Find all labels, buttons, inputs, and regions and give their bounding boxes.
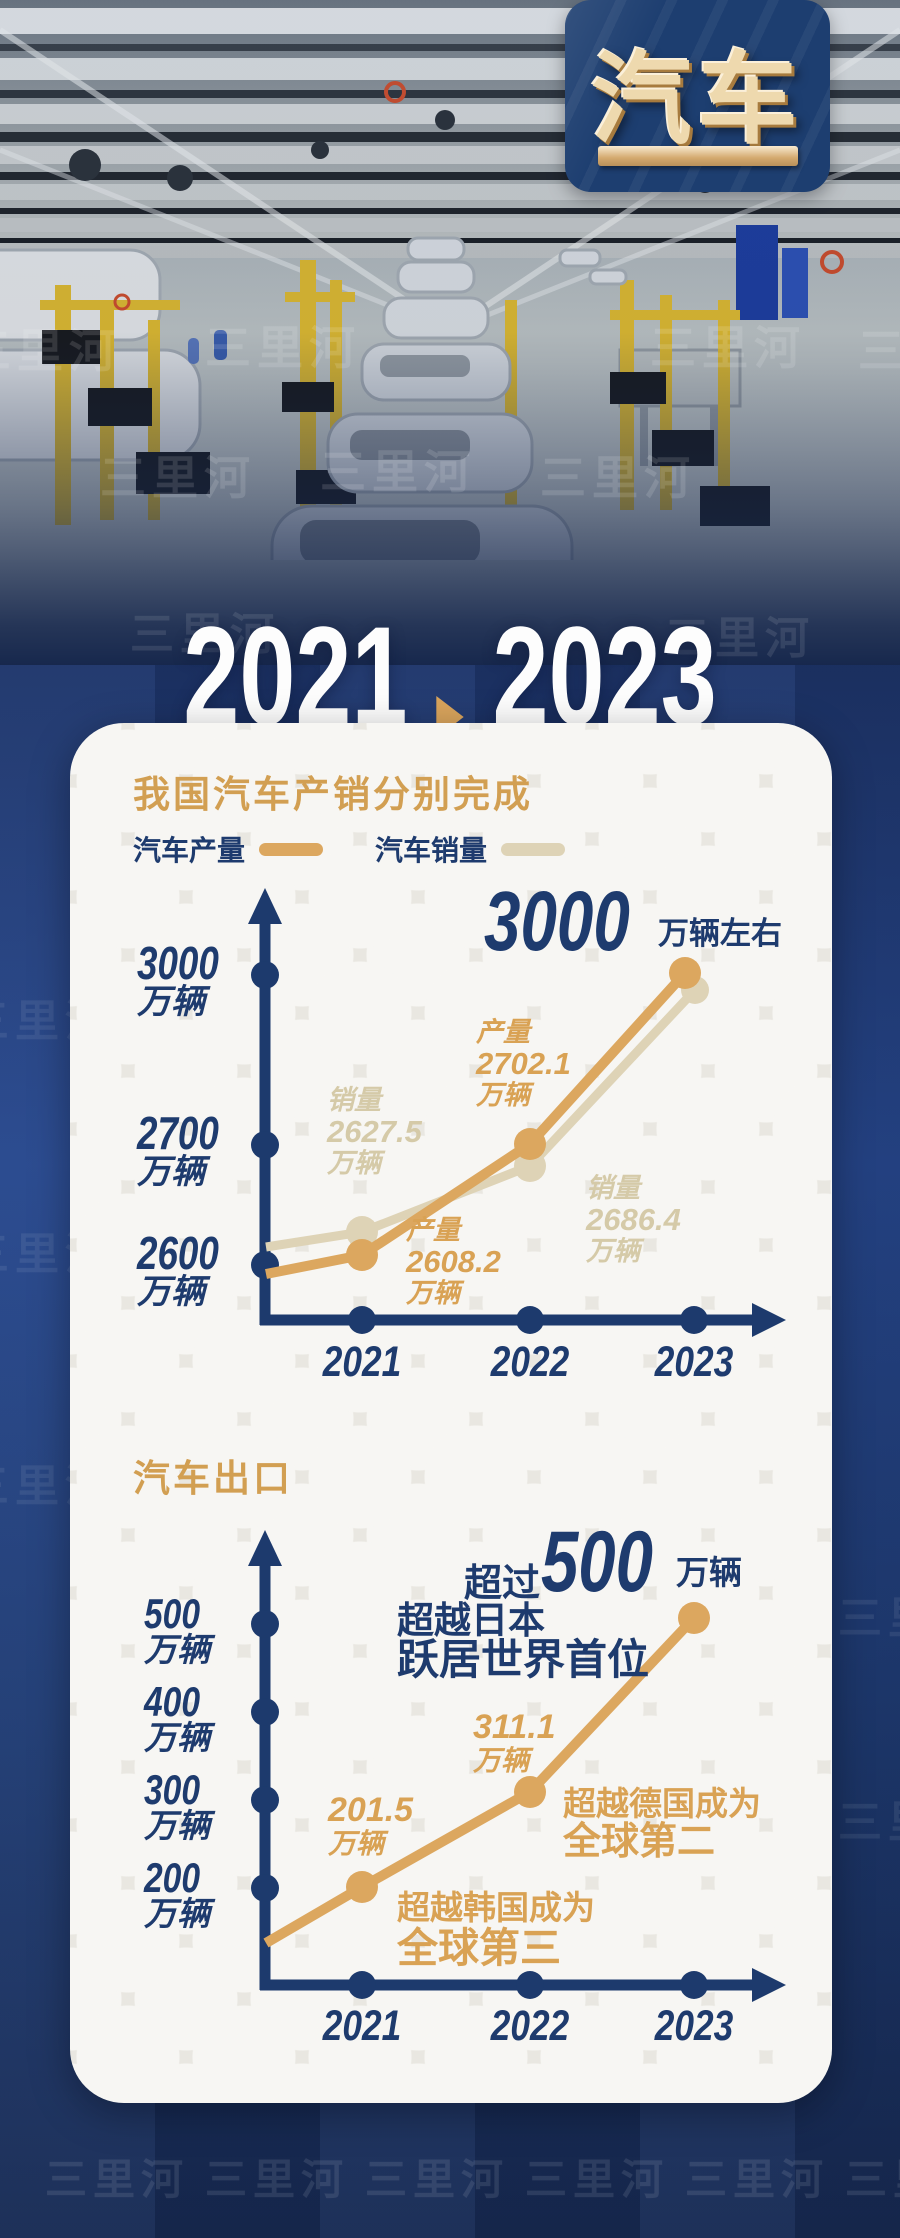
note-line2: 全球第三 [397,1925,561,1972]
watermark: 三里河 [858,325,900,377]
chart1-xtick-2022: 2022 [490,1338,570,1386]
chart2-xtick-2023: 2023 [654,2002,734,2050]
watermark: 三里河 [838,1594,900,1643]
ytick-value: 3000 [137,937,219,989]
note-line2: 全球第二 [563,1821,716,1864]
annotation-unit: 万辆 [473,1744,530,1776]
annotation-prod-2022: 产量 2702.1 万辆 [476,1017,571,1110]
chart1-ytick-2600: 2600 万辆 [137,1227,239,1311]
annotation-sales-2022: 销量 2686.4 万辆 [586,1173,681,1266]
ytick-unit: 万辆 [137,982,205,1021]
title-badge: 汽车 [565,0,830,192]
chart1-xtick-2021: 2021 [322,1338,402,1386]
ytick-unit: 万辆 [144,1718,210,1756]
chart2-title: 汽车出口 [133,1458,293,1499]
highlight-value: 3000 [484,874,630,968]
year-end: 2023 [492,597,717,754]
ytick-value: 2600 [137,1227,219,1279]
chart2-ytick-300: 300 万辆 [144,1766,214,1844]
watermark: 三里河 [650,322,806,374]
chart1-ytick-3000: 3000 万辆 [137,937,239,1021]
year-start: 2021 [183,597,408,754]
chart1-xtick-2023: 2023 [654,1338,734,1386]
annotation-prod-2021: 产量 2608.2 万辆 [406,1215,501,1308]
chart1-ytick-2700: 2700 万辆 [137,1107,239,1191]
note-line1: 超越韩国成为 [397,1889,595,1926]
annotation-value: 2702.1 [476,1046,571,1082]
watermark: 三里河 [205,2156,350,2203]
annotation-value: 2608.2 [406,1244,501,1280]
ytick-unit: 万辆 [144,1806,210,1844]
annotation-name: 销量 [327,1085,381,1115]
ytick-unit: 万辆 [144,1630,210,1668]
ytick-value: 400 [144,1678,201,1725]
ytick-value: 500 [144,1590,201,1637]
watermark: 三里河 [130,610,280,659]
legend-sales-swatch [501,842,566,856]
ytick-value: 300 [144,1766,201,1813]
annotation-unit: 万辆 [476,1079,530,1110]
chart2-highlight-prefix: 超过 [464,1563,541,1605]
watermark: 三里河 [365,2156,510,2203]
badge-title: 汽车 [591,44,804,156]
badge-underline [597,146,798,166]
ytick-value: 200 [144,1854,201,1901]
annotation-value: 2686.4 [586,1202,681,1238]
ytick-unit: 万辆 [137,1272,205,1311]
annotation-export-2022: 311.1 万辆 [473,1709,556,1776]
watermark: 三里河 [845,2156,900,2203]
note-surpass-korea: 超越韩国成为 全球第三 [397,1889,595,1972]
chart2-highlight-sub2: 跃居世界首位 [397,1636,650,1683]
watermark: 三里河 [100,452,256,504]
chart2-highlight-sub1: 超越日本 [397,1600,545,1641]
annotation-value: 201.5 [328,1791,414,1829]
annotation-unit: 万辆 [586,1235,640,1266]
annotation-unit: 万辆 [406,1277,460,1308]
annotation-sales-2021: 销量 2627.5 万辆 [327,1085,422,1178]
annotation-unit: 万辆 [328,1827,385,1859]
annotation-name: 销量 [586,1173,640,1203]
annotation-value: 2627.5 [327,1114,422,1150]
watermark: 三里河 [525,2156,670,2203]
chart2-highlight-unit: 万辆 [676,1554,742,1591]
chart2-ytick-400: 400 万辆 [144,1678,214,1756]
watermark: 三里河 [838,1798,900,1847]
annotation-name: 产量 [406,1215,460,1245]
annotation-name: 产量 [476,1017,530,1047]
ytick-value: 2700 [137,1107,219,1159]
watermark: 三里河 [45,2156,190,2203]
chart2-xtick-2022: 2022 [490,2002,570,2050]
chart2-highlight-value: 500 [541,1514,685,1610]
legend-production-label: 汽车产量 [133,835,246,866]
chart1-legend: 汽车产量 汽车销量 [133,829,566,869]
watermark: 三里河 [0,325,121,377]
annotation-export-2021: 201.5 万辆 [328,1792,413,1859]
chart1-highlight: 3000 万辆左右 [484,874,782,968]
watermark: 三里河 [540,452,696,504]
legend-sales-label: 汽车销量 [375,835,488,866]
watermark: 三里河 [685,2156,830,2203]
watermark: 三里河 [665,614,815,663]
chart1-title: 我国汽车产销分别完成 [133,774,533,815]
ytick-unit: 万辆 [144,1894,210,1932]
watermark: 三里河 [205,322,361,374]
highlight-value: 500 [541,1514,653,1610]
highlight-unit: 万辆左右 [658,916,782,951]
watermark: 三里河 [320,446,476,498]
chart2-xtick-2021: 2021 [322,2002,402,2050]
note-line1: 超越德国成为 [563,1785,761,1822]
note-surpass-germany: 超越德国成为 全球第二 [563,1785,761,1864]
annotation-unit: 万辆 [327,1147,381,1178]
ytick-unit: 万辆 [137,1152,205,1191]
legend-production-swatch [259,842,324,856]
chart2-ytick-200: 200 万辆 [144,1854,214,1932]
annotation-value: 311.1 [473,1708,556,1746]
chart2-ytick-500: 500 万辆 [144,1590,214,1668]
